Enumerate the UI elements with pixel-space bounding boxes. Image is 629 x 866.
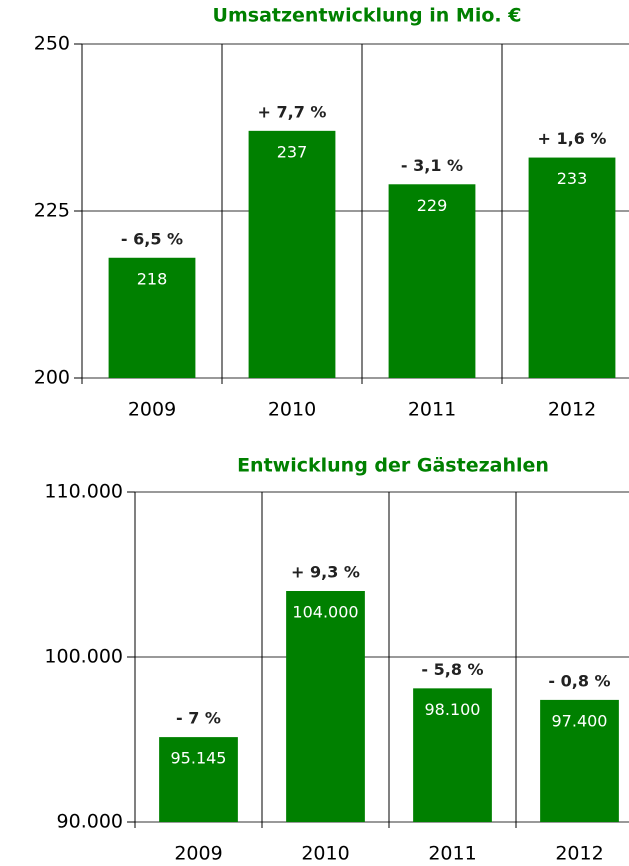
- annotation: + 7,7 %: [258, 102, 327, 121]
- annotation: - 0,8 %: [548, 671, 610, 690]
- bar: [540, 699, 619, 822]
- y-tick-label: 200: [34, 367, 70, 389]
- x-tick-label: 2012: [555, 843, 603, 865]
- annotation: - 3,1 %: [401, 156, 463, 175]
- annotation: + 1,6 %: [538, 129, 607, 148]
- y-tick-label: 100.000: [44, 646, 123, 668]
- chart-title: Entwicklung der Gästezahlen: [237, 455, 549, 477]
- annotation: - 5,8 %: [421, 660, 483, 679]
- value-label: 104.000: [292, 603, 358, 622]
- x-tick-label: 2009: [128, 399, 176, 421]
- x-tick-label: 2010: [301, 843, 349, 865]
- value-label: 98.100: [425, 700, 481, 719]
- y-tick-label: 225: [34, 200, 70, 222]
- value-label: 95.145: [171, 749, 227, 768]
- annotation: - 6,5 %: [121, 229, 183, 248]
- annotation: - 7 %: [176, 709, 221, 728]
- y-tick-label: 250: [34, 33, 70, 55]
- value-label: 233: [557, 169, 588, 188]
- x-tick-label: 2010: [268, 399, 316, 421]
- bar: [248, 130, 336, 378]
- value-label: 237: [277, 142, 308, 161]
- chart-title: Umsatzentwicklung in Mio. €: [213, 5, 522, 27]
- value-label: 97.400: [552, 711, 608, 730]
- x-tick-label: 2011: [428, 843, 476, 865]
- y-tick-label: 90.000: [57, 811, 123, 833]
- bar: [528, 157, 616, 378]
- x-tick-label: 2012: [548, 399, 596, 421]
- annotation: + 9,3 %: [291, 563, 360, 582]
- bar: [159, 737, 238, 822]
- x-tick-label: 2009: [174, 843, 222, 865]
- bar: [286, 591, 365, 822]
- x-tick-label: 2011: [408, 399, 456, 421]
- bar: [108, 257, 196, 378]
- value-label: 229: [417, 196, 448, 215]
- value-label: 218: [137, 269, 168, 288]
- bar: [413, 688, 492, 822]
- bar: [388, 184, 476, 378]
- y-tick-label: 110.000: [44, 481, 123, 503]
